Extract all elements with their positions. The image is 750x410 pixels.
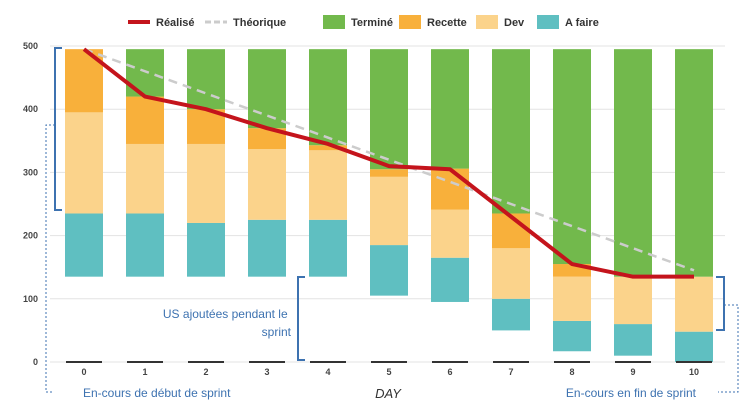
bar-segment-dev — [187, 143, 225, 223]
bar-segment-recette — [370, 169, 408, 177]
y-tick-label: 0 — [33, 357, 38, 367]
bar-segment-termin- — [553, 49, 591, 265]
x-tick-label: 9 — [630, 367, 635, 377]
x-tick-label: 4 — [325, 367, 330, 377]
y-tick-label: 500 — [23, 41, 38, 51]
x-tick-label: 3 — [264, 367, 269, 377]
line-realise — [82, 47, 694, 279]
legend-label: Terminé — [351, 17, 393, 29]
bar-segment-a-faire — [65, 213, 103, 277]
bar-segment-a-faire — [614, 324, 652, 356]
x-tick-label: 8 — [569, 367, 574, 377]
bar-segment-a-faire — [492, 298, 530, 331]
legend-swatch — [537, 15, 559, 29]
bar-segment-a-faire — [431, 257, 469, 302]
y-tick-label: 400 — [23, 104, 38, 114]
trend-lines — [82, 47, 695, 279]
bar-segment-a-faire — [248, 219, 286, 277]
bar-segment-dev — [248, 149, 286, 220]
x-tick-label: 5 — [386, 367, 391, 377]
bar-segment-termin- — [370, 49, 408, 170]
bar-segment-dev — [126, 143, 164, 214]
y-tick-label: 100 — [23, 294, 38, 304]
bar-segment-termin- — [431, 49, 469, 169]
line-theorique — [83, 47, 695, 272]
bar-segment-recette — [492, 213, 530, 249]
start-wip-bracket — [54, 47, 62, 211]
bar-segment-a-faire — [553, 320, 591, 352]
bar-segment-termin- — [126, 49, 164, 97]
legend-swatch — [399, 15, 421, 29]
bar-segment-dev — [370, 176, 408, 246]
x-tick-label: 0 — [81, 367, 86, 377]
bar-segment-termin- — [614, 49, 652, 277]
x-tick-label: 10 — [689, 367, 699, 377]
bar-segment-termin- — [309, 49, 347, 146]
bar-segment-recette — [431, 168, 469, 210]
bar-segment-recette — [126, 96, 164, 144]
x-tick-label: 2 — [203, 367, 208, 377]
bar-segment-a-faire — [187, 222, 225, 277]
end-wip-bracket — [716, 276, 725, 331]
bar-segment-termin- — [492, 49, 530, 214]
legend: Réalisé Théorique Terminé Recette Dev A faire — [128, 15, 599, 29]
legend-label: Théorique — [233, 17, 286, 29]
bar-segment-recette — [309, 145, 347, 151]
x-axis-label: DAY — [375, 386, 402, 401]
bar-segment-termin- — [675, 49, 713, 277]
bar-segment-a-faire — [126, 213, 164, 277]
legend-label: Dev — [504, 17, 525, 29]
y-tick-label: 300 — [23, 167, 38, 177]
bar-segment-termin- — [248, 49, 286, 129]
bar-segment-dev — [614, 276, 652, 325]
annotation-added-us: US ajoutées pendant le sprint — [163, 307, 292, 339]
bar-segment-dev — [65, 112, 103, 214]
bar-segment-a-faire — [675, 331, 713, 362]
x-tick-label: 7 — [508, 367, 513, 377]
legend-swatch — [323, 15, 345, 29]
annotation-start-wip: En-cours de début de sprint — [83, 386, 231, 400]
bar-segment-a-faire — [309, 219, 347, 277]
bar-segment-dev — [553, 276, 591, 321]
y-tick-label: 200 — [23, 231, 38, 241]
bar-segment-recette — [248, 128, 286, 150]
bar-segment-dev — [431, 209, 469, 258]
legend-swatch — [476, 15, 498, 29]
x-tick-label: 6 — [447, 367, 452, 377]
legend-label: Réalisé — [156, 17, 195, 29]
legend-label: Recette — [427, 17, 467, 29]
legend-label: A faire — [565, 17, 599, 29]
annotation-end-wip: En-cours en fin de sprint — [566, 386, 697, 400]
bar-segment-dev — [492, 248, 530, 299]
x-tick-label: 1 — [142, 367, 147, 377]
bar-segment-termin- — [187, 49, 225, 110]
bar-segment-dev — [675, 276, 713, 332]
bar-segment-dev — [309, 150, 347, 220]
stacked-bars — [65, 49, 713, 363]
x-axis-ticks: 0 1 2 3 4 5 6 7 8 9 10 — [81, 367, 699, 377]
y-axis-ticks: 0 100 200 300 400 500 — [23, 41, 38, 367]
start-wip-dotted-leader — [45, 124, 55, 393]
bar-segment-a-faire — [370, 245, 408, 296]
end-wip-dotted-leader — [718, 304, 739, 393]
added-us-bracket — [297, 276, 305, 361]
